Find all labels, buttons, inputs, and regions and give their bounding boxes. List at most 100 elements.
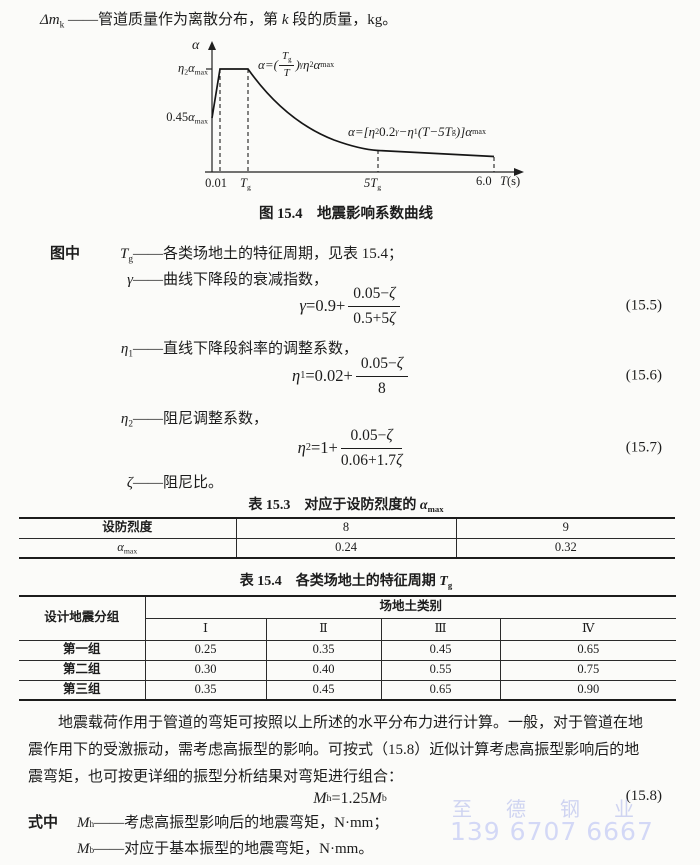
y-tick-label-eta2-amax: η2αmax xyxy=(178,61,208,77)
x-tick-001: 0.01 xyxy=(205,176,227,190)
figure-caption: 图 15.4 地震影响系数曲线 xyxy=(259,206,433,222)
legend-text: 直线下降段斜率的调整系数， xyxy=(163,341,359,357)
table-15-4-title: 表 15.4 各类场地土的特征周期 Tg xyxy=(239,574,453,591)
symbol-zeta: ζ xyxy=(126,475,133,491)
where-text: 对应于基本振型的地震弯矩，N·mm。 xyxy=(124,841,374,857)
legend-text: 曲线下降段的衰减指数， xyxy=(163,272,329,288)
legend-text: 各类场地土的特征周期，见表 15.4； xyxy=(163,246,404,262)
symbol-gamma: γ xyxy=(127,272,133,288)
table-cell: 0.32 xyxy=(455,537,676,559)
table-col-header: Ⅲ xyxy=(380,617,501,641)
symbol-tg: Tg xyxy=(120,246,133,265)
table-cell: 0.35 xyxy=(144,679,267,701)
legend-line-eta1: η1 —— 直线下降段斜率的调整系数， xyxy=(0,337,358,360)
legend-line-eta2: η2 —— 阻尼调整系数， xyxy=(0,407,268,430)
table-row: αmax 0.24 0.32 xyxy=(18,537,676,559)
table-cell: 9 xyxy=(455,517,676,539)
table-corner-cell: 设计地震分组 xyxy=(18,595,146,641)
table-cell: 0.40 xyxy=(265,659,382,681)
table-row: 设计地震分组 场地土类别 xyxy=(18,595,677,641)
table-row: Ⅰ Ⅱ Ⅲ Ⅳ xyxy=(19,617,677,641)
intro-text-2: 段的质量，kg。 xyxy=(288,12,398,28)
table-row: 第二组 0.30 0.40 0.55 0.75 xyxy=(18,659,677,681)
symbol-mb: M xyxy=(77,841,90,857)
table-15-3: 设防烈度 8 9 αmax 0.24 0.32 xyxy=(18,517,676,559)
x-tick-5tg: 5Tg xyxy=(364,176,382,192)
table-row: 第一组 0.25 0.35 0.45 0.65 xyxy=(18,639,677,661)
table-cell: 0.75 xyxy=(499,659,677,681)
table-cell: 0.24 xyxy=(235,537,457,559)
legend-text: 阻尼调整系数， xyxy=(163,411,269,427)
table-cell: 0.65 xyxy=(380,679,501,701)
legend-line-gamma: γ —— 曲线下降段的衰减指数， xyxy=(0,268,328,291)
equation-number: (15.8) xyxy=(625,788,662,804)
curve-formula-mid: α=(Tg T) γ η 2 α max xyxy=(258,50,335,80)
y-axis-label: α xyxy=(192,38,200,53)
paragraph-line-3: 震弯矩，也可按更详细的振型分析结果对弯矩进行组合： xyxy=(28,769,404,785)
watermark-company: 至德钢业 xyxy=(452,799,668,821)
table-cell: 0.30 xyxy=(144,659,267,681)
seismic-coefficient-figure: α η2αmax 0.45αmax α=(Tg T) γ η 2 α max α=[η 2 0.… xyxy=(150,38,560,200)
equation-15-6: η 1 =0.02+ 0.05−ζ 8 (15.6) xyxy=(0,354,700,398)
equation-number: (15.7) xyxy=(625,439,662,456)
equation-number: (15.5) xyxy=(625,297,662,314)
delta-mk-subscript: k xyxy=(59,20,65,31)
equation-15-5: γ =0.9+ 0.05−ζ 0.5+5ζ (15.5) xyxy=(0,284,700,328)
curve-formula-right: α=[η 2 0.2 γ −η 1 (T−5T g)]α max xyxy=(348,124,486,139)
table-cell: 8 xyxy=(235,517,457,539)
legend-line-tg: 图中 Tg —— 各类场地土的特征周期，见表 15.4； xyxy=(0,242,403,265)
intro-definition-line: Δmk ——管道质量作为离散分布，第 k 段的质量，kg。 xyxy=(40,8,397,31)
x-axis-arrow xyxy=(514,168,524,176)
table-row: 设防烈度 8 9 xyxy=(18,517,676,539)
intro-text: ——管道质量作为离散分布，第 xyxy=(64,12,282,28)
table-col-header: Ⅳ xyxy=(499,617,677,641)
y-axis-arrow xyxy=(208,41,216,50)
paragraph-line-2: 震作用下的受激振动，需考虑高振型的影响。可按式（15.8）近似计算考虑高振型影响… xyxy=(28,742,640,758)
table-15-3-title: 表 15.3 对应于设防烈度的 αmax xyxy=(248,498,444,515)
symbol-eta2: η2 xyxy=(120,411,133,430)
equation-15-6-math: η 1 =0.02+ 0.05−ζ 8 xyxy=(292,354,408,398)
delta-mk-symbol: Δm xyxy=(40,12,60,28)
table-15-4: 设计地震分组 场地土类别 Ⅰ Ⅱ Ⅲ Ⅳ 第一组 0.25 0.35 0.45 … xyxy=(18,595,677,701)
where-lead: 式中 xyxy=(28,815,59,831)
equation-15-5-math: γ =0.9+ 0.05−ζ 0.5+5ζ xyxy=(300,284,401,328)
legend-lead: 图中 xyxy=(50,246,81,262)
y-tick-label-045-amax: 0.45αmax xyxy=(166,110,208,126)
table-row-label: 第三组 xyxy=(18,679,146,701)
table-cell: 0.25 xyxy=(144,639,267,661)
x-axis-unit-label: T(s) xyxy=(500,174,521,188)
table-header-cell: 设防烈度 xyxy=(18,517,237,539)
table-cell: 0.55 xyxy=(380,659,501,681)
table-col-header: Ⅱ xyxy=(265,617,382,641)
equation-15-7-math: η 2 =1+ 0.05−ζ 0.06+1.7ζ xyxy=(297,427,403,469)
equation-15-7: η 2 =1+ 0.05−ζ 0.06+1.7ζ (15.7) xyxy=(0,426,700,470)
table-cell: 0.45 xyxy=(380,639,501,661)
table-cell: 0.90 xyxy=(499,679,677,701)
watermark-phone: 139 6707 6667 xyxy=(450,817,654,846)
legend-text: 阻尼比。 xyxy=(163,475,224,491)
symbol-mh: M xyxy=(77,815,90,831)
table-cell-amax: αmax xyxy=(18,537,237,559)
table-cell: 0.35 xyxy=(265,639,382,661)
table-row-label: 第一组 xyxy=(18,639,146,661)
table-cell: 0.65 xyxy=(499,639,677,661)
x-tick-60: 6.0 xyxy=(476,174,492,188)
symbol-eta1: η1 xyxy=(120,341,133,360)
k-variable: k xyxy=(281,12,289,28)
legend-line-zeta: ζ —— 阻尼比。 xyxy=(0,471,223,494)
table-row-label: 第二组 xyxy=(18,659,146,681)
curve-plot-svg xyxy=(205,41,524,176)
table-col-header: Ⅰ xyxy=(144,617,267,641)
table-cell: 0.45 xyxy=(265,679,382,701)
x-tick-tg: Tg xyxy=(240,176,251,192)
table-row: 第三组 0.35 0.45 0.65 0.90 xyxy=(18,679,677,701)
alpha-response-curve xyxy=(211,68,495,158)
table-group-header: 场地土类别 xyxy=(144,595,677,619)
where-text: 考虑高振型影响后的地震弯矩，N·mm； xyxy=(124,815,389,831)
paragraph-line-1: 地震载荷作用于管道的弯矩可按照以上所述的水平分布力进行计算。一般，对于管道在地 xyxy=(58,715,644,731)
